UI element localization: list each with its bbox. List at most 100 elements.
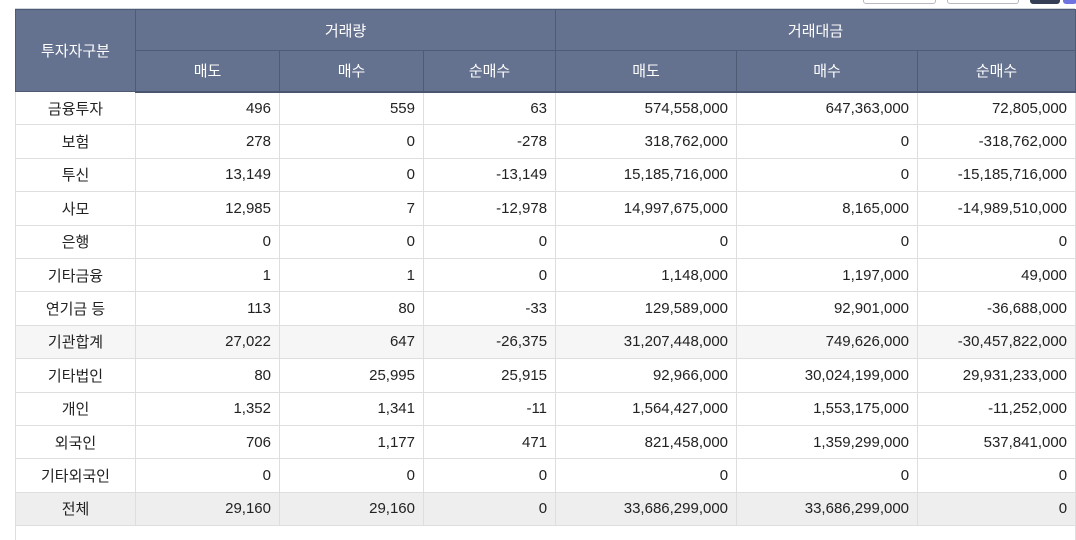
cell-volume-buy: 1 [279, 257, 424, 293]
cell-amount-sell: 15,185,716,000 [555, 157, 738, 193]
table-row: 외국인 706 1,177 471 821,458,000 1,359,299,000 53… [15, 424, 1076, 460]
cell-amount-net: -15,185,716,000 [917, 157, 1076, 193]
toolbar-button-accent[interactable] [1063, 0, 1076, 4]
cell-amount-sell: 92,966,000 [555, 358, 738, 393]
cell-investor-type: 전체 [15, 491, 136, 527]
cell-amount-net: -11,252,000 [917, 391, 1076, 426]
cell-amount-sell: 0 [555, 458, 738, 493]
cell-volume-sell: 496 [135, 90, 280, 126]
table-row: 은행 0 0 0 0 0 0 [15, 224, 1076, 259]
header-amount-buy: 매수 [736, 50, 919, 93]
top-toolbar [0, 0, 1076, 9]
cell-volume-sell: 1,352 [135, 391, 280, 426]
cell-investor-type: 기관합계 [15, 324, 136, 360]
header-group-amount: 거래대금 [555, 9, 1076, 51]
cell-investor-type: 보험 [15, 124, 136, 159]
cell-amount-net: 0 [917, 224, 1076, 259]
header-volume-net: 순매수 [422, 50, 557, 93]
cell-investor-type: 금융투자 [15, 90, 136, 126]
cell-investor-type: 기타법인 [15, 358, 136, 393]
header-group-volume: 거래량 [134, 9, 557, 51]
cell-amount-buy: 1,553,175,000 [736, 391, 919, 426]
cell-volume-buy: 0 [279, 157, 424, 193]
cell-investor-type: 은행 [15, 224, 136, 259]
cell-volume-buy: 80 [279, 291, 424, 326]
cell-volume-sell: 13,149 [135, 157, 280, 193]
cell-volume-net: 0 [422, 257, 557, 293]
cell-amount-buy: 30,024,199,000 [736, 358, 919, 393]
toolbar-button-dark[interactable] [1030, 0, 1060, 4]
cell-amount-net: 29,931,233,000 [917, 358, 1076, 393]
cell-volume-net: -33 [422, 291, 557, 326]
cell-amount-net: 49,000 [917, 257, 1076, 293]
investor-trading-table: 투자자구분 거래량 거래대금 매도 매수 순매수 매도 매수 순매수 금융투자 4… [14, 9, 1076, 540]
investor-trading-table-container: 투자자구분 거래량 거래대금 매도 매수 순매수 매도 매수 순매수 금융투자 4… [14, 8, 1076, 540]
cell-amount-buy: 33,686,299,000 [736, 491, 919, 527]
cell-volume-net: -12,978 [422, 191, 557, 226]
cell-volume-sell: 113 [135, 291, 280, 326]
cell-amount-sell: 0 [555, 224, 738, 259]
table-row: 연기금 등 113 80 -33 129,589,000 92,901,000 -36,68… [15, 291, 1076, 326]
table-header: 투자자구분 거래량 거래대금 매도 매수 순매수 매도 매수 순매수 [15, 9, 1076, 93]
header-amount-net: 순매수 [917, 50, 1076, 93]
cell-amount-buy: 1,197,000 [736, 257, 919, 293]
cell-investor-type: 연기금 등 [15, 291, 136, 326]
cell-volume-net: 0 [422, 224, 557, 259]
cell-volume-sell: 29,160 [135, 491, 280, 527]
cell-volume-buy: 7 [279, 191, 424, 226]
cell-volume-buy: 1,341 [279, 391, 424, 426]
cell-amount-net: 0 [917, 491, 1076, 527]
cell-amount-buy: 8,165,000 [736, 191, 919, 226]
cell-volume-buy: 0 [279, 224, 424, 259]
cell-amount-sell: 129,589,000 [555, 291, 738, 326]
cell-amount-sell: 318,762,000 [555, 124, 738, 159]
table-row: 보험 278 0 -278 318,762,000 0 -318,762,000 [15, 124, 1076, 159]
table-row: 개인 1,352 1,341 -11 1,564,427,000 1,553,175,00… [15, 391, 1076, 426]
cell-amount-net: 537,841,000 [917, 424, 1076, 460]
table-row: 투신 13,149 0 -13,149 15,185,716,000 0 -15,185,7… [15, 157, 1076, 193]
table-row-subtotal: 기관합계 27,022 647 -26,375 31,207,448,000 749,62… [15, 324, 1076, 360]
cell-amount-buy: 749,626,000 [736, 324, 919, 360]
cell-volume-buy: 0 [279, 458, 424, 493]
cell-investor-type: 사모 [15, 191, 136, 226]
cell-volume-buy: 559 [279, 90, 424, 126]
cell-volume-sell: 278 [135, 124, 280, 159]
table-row: 금융투자 496 559 63 574,558,000 647,363,000 72,805… [15, 90, 1076, 126]
cell-amount-net: 0 [917, 458, 1076, 493]
cell-amount-buy: 647,363,000 [736, 90, 919, 126]
cell-volume-buy: 0 [279, 124, 424, 159]
cell-volume-sell: 1 [135, 257, 280, 293]
cell-amount-buy: 92,901,000 [736, 291, 919, 326]
cell-volume-sell: 80 [135, 358, 280, 393]
cell-amount-sell: 821,458,000 [555, 424, 738, 460]
cell-amount-buy: 0 [736, 157, 919, 193]
cell-amount-net: 72,805,000 [917, 90, 1076, 126]
cell-amount-sell: 33,686,299,000 [555, 491, 738, 527]
cell-volume-sell: 27,022 [135, 324, 280, 360]
cell-investor-type: 외국인 [15, 424, 136, 460]
cell-amount-net: -14,989,510,000 [917, 191, 1076, 226]
cell-volume-sell: 0 [135, 224, 280, 259]
cell-amount-sell: 1,148,000 [555, 257, 738, 293]
table-row: 기타외국인 0 0 0 0 0 0 [15, 458, 1076, 493]
table-row: 기타금융 1 1 0 1,148,000 1,197,000 49,000 [15, 257, 1076, 293]
cell-amount-sell: 574,558,000 [555, 90, 738, 126]
cell-amount-buy: 1,359,299,000 [736, 424, 919, 460]
cell-volume-net: -11 [422, 391, 557, 426]
cell-volume-net: 0 [422, 458, 557, 493]
table-row: 기타법인 80 25,995 25,915 92,966,000 30,024,199,0… [15, 358, 1076, 393]
cell-investor-type: 투신 [15, 157, 136, 193]
toolbar-button-1[interactable] [863, 0, 936, 4]
header-volume-buy: 매수 [279, 50, 424, 93]
table-body: 금융투자 496 559 63 574,558,000 647,363,000 72,805… [14, 90, 1076, 540]
cell-volume-sell: 0 [135, 458, 280, 493]
cell-volume-sell: 12,985 [135, 191, 280, 226]
cell-amount-net: -318,762,000 [917, 124, 1076, 159]
cell-amount-buy: 0 [736, 224, 919, 259]
cell-volume-net: -278 [422, 124, 557, 159]
table-row-total: 전체 29,160 29,160 0 33,686,299,000 33,686,299,… [15, 491, 1076, 527]
header-investor-type: 투자자구분 [15, 9, 136, 92]
cell-investor-type: 기타외국인 [15, 458, 136, 493]
cell-volume-sell: 706 [135, 424, 280, 460]
toolbar-button-2[interactable] [947, 0, 1019, 4]
